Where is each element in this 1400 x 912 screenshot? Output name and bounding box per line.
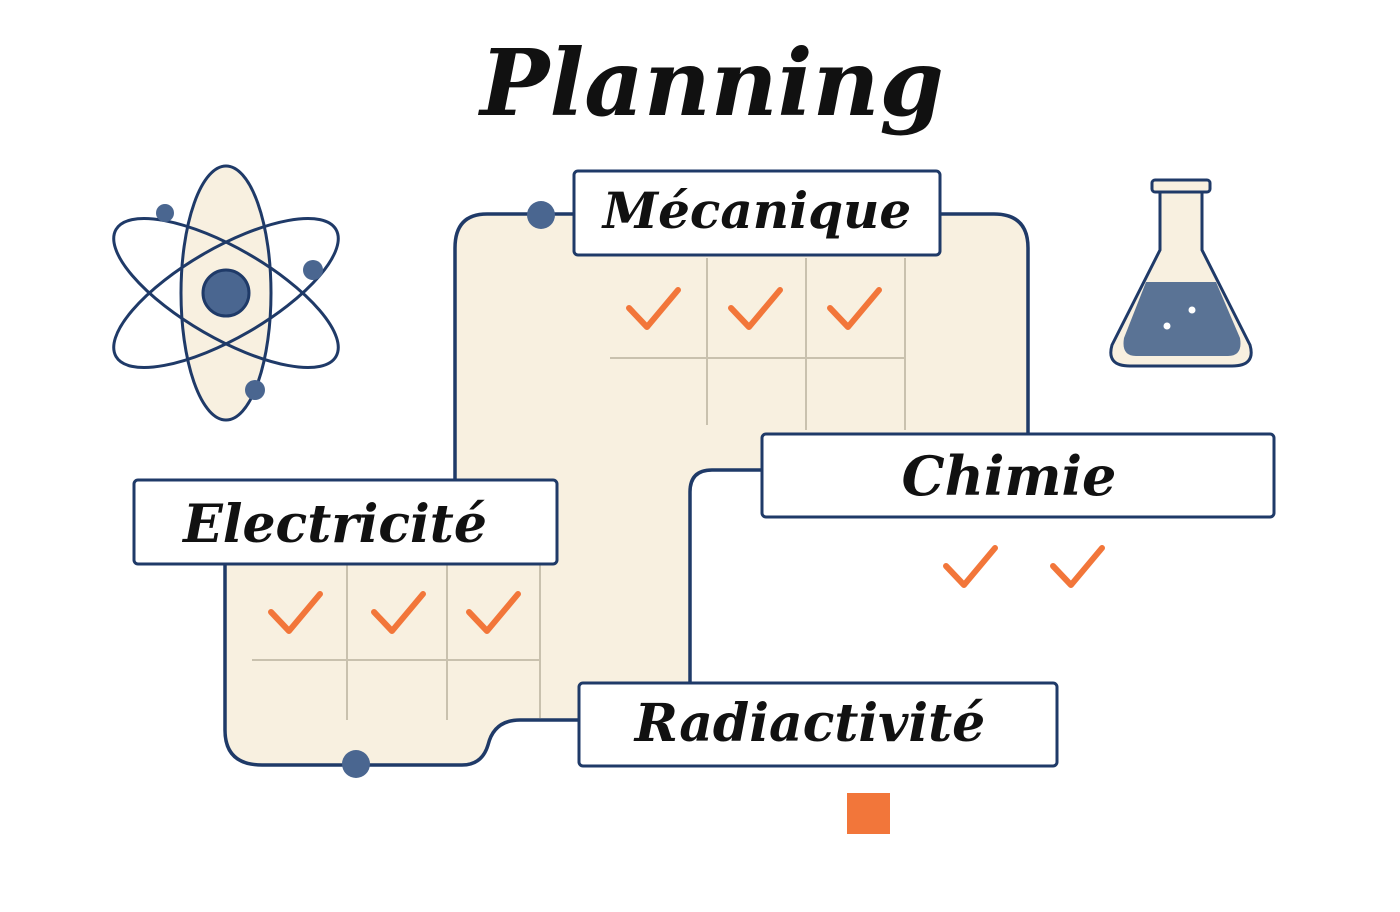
connector-node (342, 750, 370, 778)
connector-node (527, 201, 555, 229)
status-square (847, 793, 890, 834)
check-mark-icon (728, 287, 783, 330)
page-title: Planning (477, 29, 944, 137)
section-radiactivite: Radiactivité (577, 681, 1059, 768)
mecanique-grid (610, 258, 906, 430)
section-chimie: Chimie (760, 432, 1276, 519)
check-mark-icon (943, 545, 998, 588)
check-mark-icon (466, 591, 521, 634)
check-mark-icon (626, 287, 681, 330)
section-electricite: Electricité (132, 478, 559, 566)
section-label: Mécanique (601, 181, 911, 240)
section-label: Radiactivité (633, 693, 985, 754)
check-mark-icon (268, 591, 323, 634)
check-mark-icon (371, 591, 426, 634)
flask-icon (1109, 178, 1253, 368)
section-label: Electricité (181, 494, 487, 555)
section-label: Chimie (902, 444, 1117, 508)
check-mark-icon (1050, 545, 1105, 588)
check-marks (268, 287, 1105, 634)
check-mark-icon (827, 287, 882, 330)
electricite-grid (252, 565, 541, 720)
atom-icon (112, 164, 340, 422)
section-mecanique: Mécanique (572, 169, 942, 257)
